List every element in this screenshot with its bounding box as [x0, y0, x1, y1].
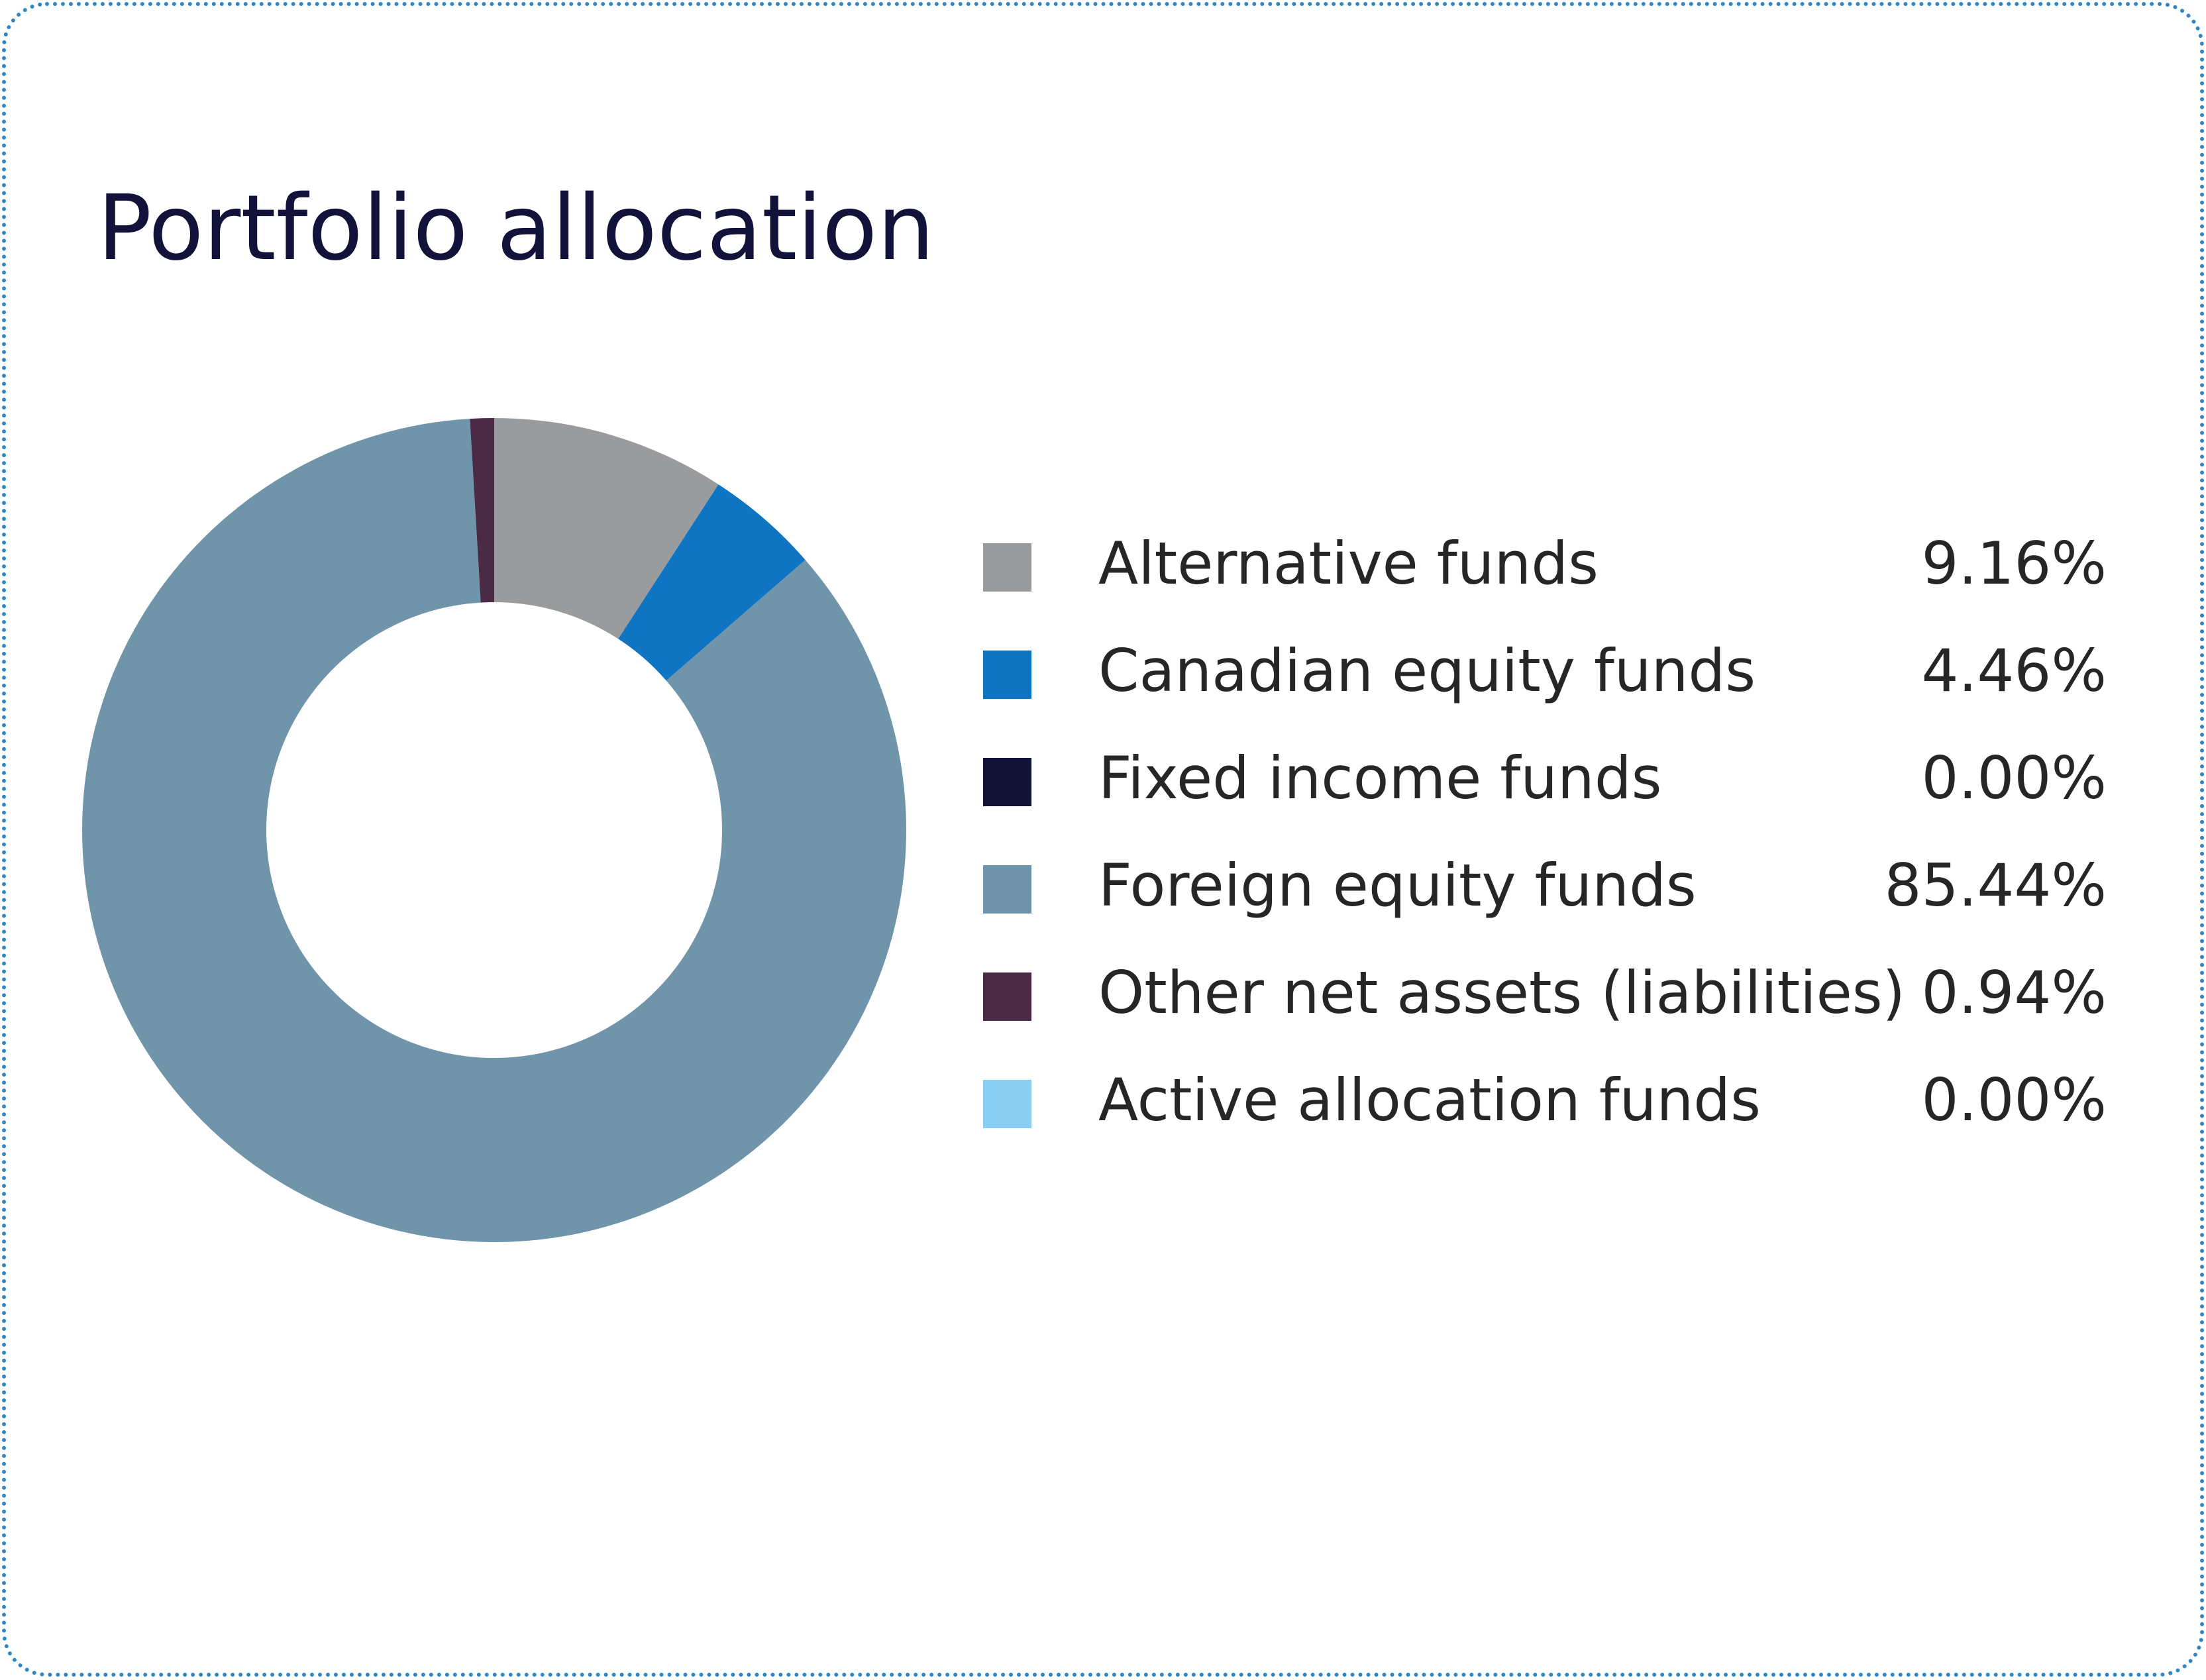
legend-value: 9.16%	[1921, 529, 2107, 598]
legend-item: Canadian equity funds 4.46%	[983, 628, 2107, 735]
legend-label: Canadian equity funds	[1098, 637, 1756, 705]
legend-value: 0.00%	[1921, 1066, 2107, 1134]
donut-slice-other-net-assets-liabilities	[470, 418, 494, 603]
legend-swatch	[983, 1080, 1031, 1128]
legend-label: Other net assets (liabilities)	[1098, 959, 1905, 1027]
legend-label: Active allocation funds	[1098, 1066, 1761, 1134]
legend-swatch	[983, 758, 1031, 806]
legend-label: Alternative funds	[1098, 529, 1599, 598]
legend-label: Foreign equity funds	[1098, 851, 1697, 919]
donut-slice-canadian-equity-funds	[618, 484, 806, 681]
legend-value: 0.94%	[1921, 959, 2107, 1027]
legend-item: Fixed income funds 0.00%	[983, 735, 2107, 843]
legend-swatch	[983, 865, 1031, 914]
legend-swatch	[983, 972, 1031, 1021]
legend-label: Fixed income funds	[1098, 744, 1662, 812]
legend-item: Other net assets (liabilities) 0.94%	[983, 950, 2107, 1057]
chart-legend: Alternative funds 9.16% Canadian equity …	[983, 521, 2107, 1165]
donut-slice-foreign-equity-funds	[82, 419, 907, 1243]
legend-value: 4.46%	[1921, 637, 2107, 705]
legend-item: Active allocation funds 0.00%	[983, 1057, 2107, 1165]
legend-item: Foreign equity funds 85.44%	[983, 843, 2107, 950]
legend-value: 85.44%	[1884, 851, 2107, 919]
legend-value: 0.00%	[1921, 744, 2107, 812]
legend-swatch	[983, 651, 1031, 699]
chart-title: Portfolio allocation	[97, 176, 935, 281]
legend-swatch	[983, 543, 1031, 592]
donut-slice-alternative-funds	[494, 418, 719, 639]
legend-item: Alternative funds 9.16%	[983, 521, 2107, 628]
